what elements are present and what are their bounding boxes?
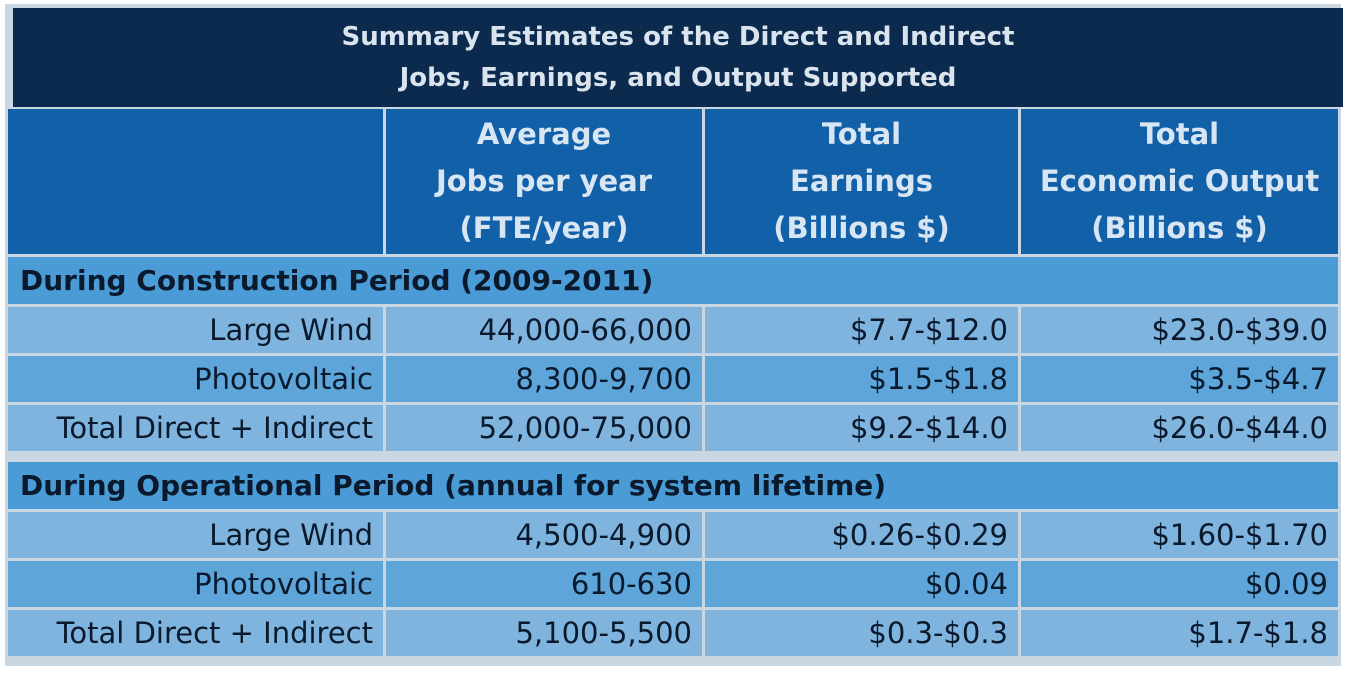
row-label: Large Wind [8, 512, 386, 561]
header-jobs-line-3: (FTE/year) [459, 211, 629, 245]
output-cell: $1.7-$1.8 [1021, 610, 1338, 659]
earnings-cell: $7.7-$12.0 [705, 307, 1021, 356]
output-cell: $3.5-$4.7 [1021, 356, 1338, 405]
table-row: Large Wind 4,500-4,900 $0.26-$0.29 $1.60… [8, 512, 1338, 561]
column-header-row: Average Jobs per year (FTE/year) Total E… [8, 109, 1338, 257]
section-label: During Construction Period (2009-2011) [8, 257, 1338, 307]
column-header-blank [8, 109, 386, 257]
estimates-table: Average Jobs per year (FTE/year) Total E… [8, 109, 1338, 659]
output-cell: $1.60-$1.70 [1021, 512, 1338, 561]
header-output-line-3: (Billions $) [1091, 211, 1268, 245]
earnings-cell: $0.04 [705, 561, 1021, 610]
section-label: During Operational Period (annual for sy… [8, 462, 1338, 512]
table-title-line-2: Jobs, Earnings, and Output Supported [399, 63, 957, 93]
jobs-cell: 5,100-5,500 [386, 610, 705, 659]
section-header-operational: During Operational Period (annual for sy… [8, 462, 1338, 512]
section-header-construction: During Construction Period (2009-2011) [8, 257, 1338, 307]
header-jobs-line-1: Average [476, 117, 612, 151]
output-cell: $26.0-$44.0 [1021, 405, 1338, 454]
jobs-cell: 8,300-9,700 [386, 356, 705, 405]
table-row: Large Wind 44,000-66,000 $7.7-$12.0 $23.… [8, 307, 1338, 356]
column-header-output: Total Economic Output (Billions $) [1021, 109, 1338, 257]
row-label: Photovoltaic [8, 561, 386, 610]
table-title-line-1: Summary Estimates of the Direct and Indi… [341, 22, 1015, 52]
column-header-jobs: Average Jobs per year (FTE/year) [386, 109, 705, 257]
table-row: Total Direct + Indirect 5,100-5,500 $0.3… [8, 610, 1338, 659]
table-row: Photovoltaic 610-630 $0.04 $0.09 [8, 561, 1338, 610]
header-output-line-2: Economic Output [1039, 164, 1320, 198]
table-title: Summary Estimates of the Direct and Indi… [13, 8, 1343, 107]
table-row: Total Direct + Indirect 52,000-75,000 $9… [8, 405, 1338, 454]
header-output-line-1: Total [1139, 117, 1220, 151]
table-row: Photovoltaic 8,300-9,700 $1.5-$1.8 $3.5-… [8, 356, 1338, 405]
jobs-cell: 52,000-75,000 [386, 405, 705, 454]
row-label: Total Direct + Indirect [8, 610, 386, 659]
row-label: Total Direct + Indirect [8, 405, 386, 454]
row-label: Photovoltaic [8, 356, 386, 405]
output-cell: $23.0-$39.0 [1021, 307, 1338, 356]
jobs-cell: 44,000-66,000 [386, 307, 705, 356]
earnings-cell: $0.26-$0.29 [705, 512, 1021, 561]
header-earnings-line-3: (Billions $) [773, 211, 950, 245]
jobs-cell: 610-630 [386, 561, 705, 610]
section-spacer [8, 454, 1338, 462]
jobs-cell: 4,500-4,900 [386, 512, 705, 561]
row-label: Large Wind [8, 307, 386, 356]
column-header-earnings: Total Earnings (Billions $) [705, 109, 1021, 257]
header-earnings-line-2: Earnings [790, 164, 933, 198]
earnings-cell: $0.3-$0.3 [705, 610, 1021, 659]
spacer-cell [8, 454, 1338, 462]
earnings-cell: $1.5-$1.8 [705, 356, 1021, 405]
header-earnings-line-1: Total [821, 117, 902, 151]
header-jobs-line-2: Jobs per year [435, 164, 653, 198]
output-cell: $0.09 [1021, 561, 1338, 610]
earnings-cell: $9.2-$14.0 [705, 405, 1021, 454]
